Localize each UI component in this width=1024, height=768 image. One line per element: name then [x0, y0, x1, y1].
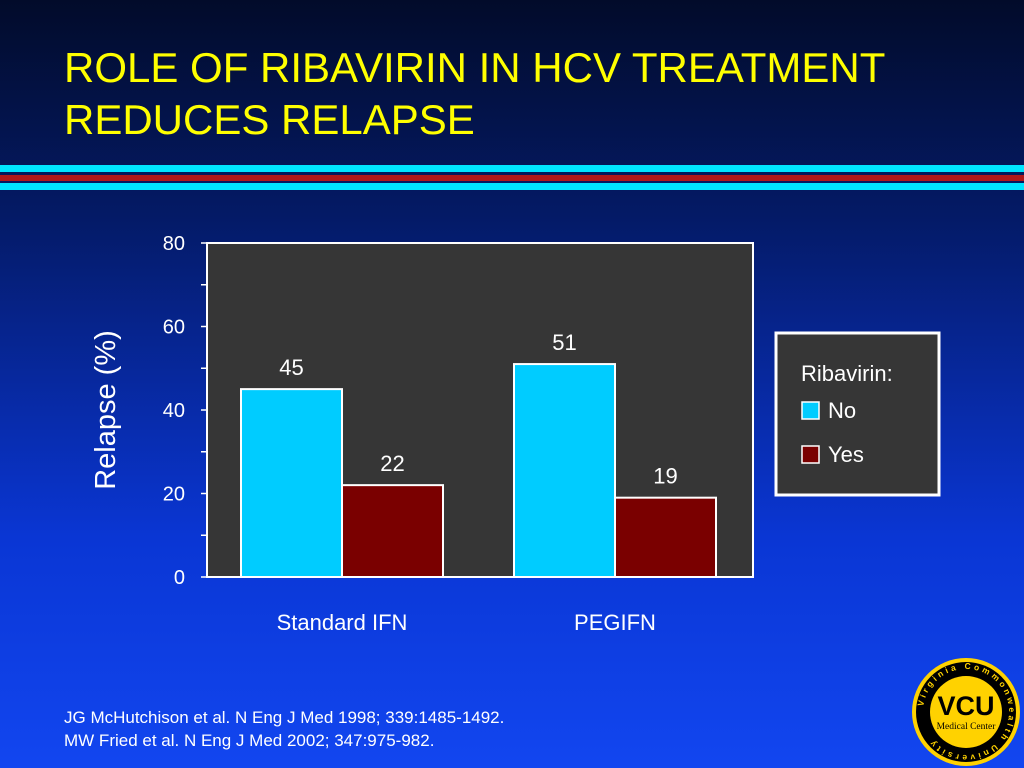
bar-value-label: 19: [653, 464, 677, 489]
title-line-1: ROLE OF RIBAVIRIN IN HCV TREATMENT: [64, 44, 886, 91]
bar-pegifn-yes: [614, 496, 717, 578]
bar-value-label: 51: [552, 330, 576, 355]
reference-2: MW Fried et al. N Eng J Med 2002; 347:97…: [64, 731, 435, 750]
legend-label-yes: Yes: [828, 442, 864, 467]
relapse-bar-chart: 0 20 40 60 80 Relapse (%) 45 22 Standard IFN 51 19…: [90, 233, 941, 635]
bar-value-label: 22: [380, 451, 404, 476]
logo-text: VCU: [937, 691, 994, 721]
y-tick-label: 40: [163, 400, 185, 422]
slide-title: ROLE OF RIBAVIRIN IN HCV TREATMENT REDUC…: [64, 42, 885, 146]
legend-label-no: No: [828, 398, 856, 423]
vcu-medical-center-logo: Virginia Commonwealth University VCU Med…: [912, 658, 1020, 766]
legend-box: [774, 331, 941, 497]
y-axis-label: Relapse (%): [90, 330, 122, 490]
bar-pegifn-no: [513, 363, 616, 579]
references: JG McHutchison et al. N Eng J Med 1998; …: [64, 706, 504, 752]
title-line-2: REDUCES RELAPSE: [64, 96, 475, 143]
bar-standard-ifn-no: [240, 388, 343, 578]
bar-standard-ifn-yes: [341, 484, 444, 578]
y-tick-label: 80: [163, 233, 185, 255]
x-tick-label: Standard IFN: [277, 610, 408, 635]
y-tick-label: 60: [163, 317, 185, 339]
y-tick-label: 0: [174, 567, 185, 589]
reference-1: JG McHutchison et al. N Eng J Med 1998; …: [64, 708, 505, 727]
logo-subtext: Medical Center: [937, 722, 997, 732]
legend-swatch-no: [801, 401, 820, 420]
divider-stripe-middle: [0, 175, 1024, 181]
x-tick-label: PEGIFN: [574, 610, 656, 635]
y-tick-label: 20: [163, 484, 185, 506]
legend-swatch-yes: [801, 445, 820, 464]
divider-stripe-top: [0, 165, 1024, 172]
divider-stripe-bottom: [0, 183, 1024, 190]
logo-center-disc: [930, 676, 1002, 748]
bar-value-label: 45: [279, 355, 303, 380]
legend-title: Ribavirin:: [801, 361, 893, 386]
